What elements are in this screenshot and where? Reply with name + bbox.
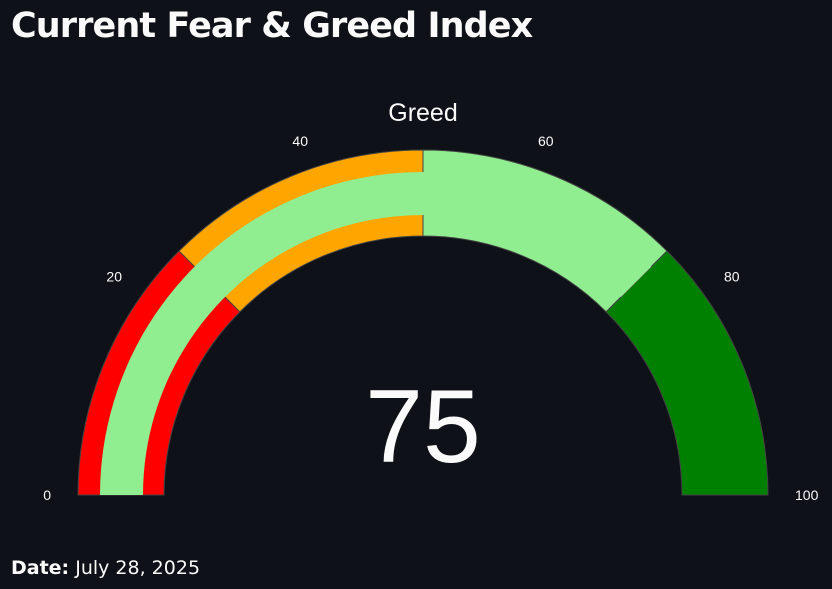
gauge-value: 75 [365,369,481,485]
fear-greed-gauge: Greed 0 20 40 60 80 100 75 [43,99,818,503]
gauge-tick-label: 0 [43,487,51,503]
gauge-tick-label: 100 [795,487,819,503]
gauge-step-3 [605,250,769,496]
gauge-tick-label: 60 [538,133,554,149]
gauge-tick-label: 20 [106,268,122,284]
page-title: Current Fear & Greed Index [11,6,533,46]
gauge-tick-label: 80 [724,268,740,284]
gauge-tick-label: 40 [292,133,308,149]
gauge-value-bar [100,171,652,495]
gauge-ticks: 0 20 40 60 80 100 [43,133,818,503]
date-value: July 28, 2025 [75,557,201,579]
gauge-bar [100,171,652,495]
date-line: Date: July 28, 2025 [11,557,200,579]
date-label: Date: [11,557,70,579]
gauge-title: Greed [388,99,457,127]
